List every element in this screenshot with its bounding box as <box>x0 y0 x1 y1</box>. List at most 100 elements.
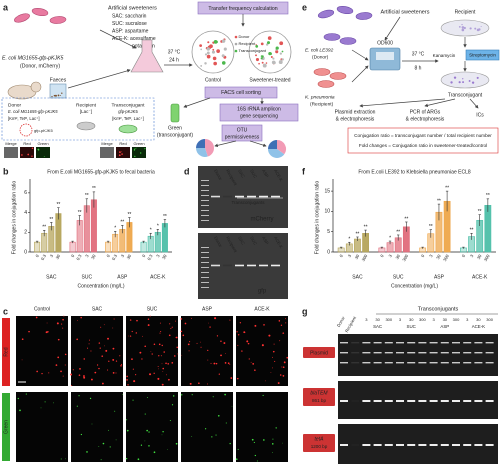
speckle <box>271 443 274 445</box>
speckle <box>28 330 30 333</box>
speckle <box>133 149 136 151</box>
label: OTU <box>237 127 248 133</box>
gel-band <box>474 400 483 402</box>
speckle <box>461 26 465 29</box>
label: Transconjugant <box>112 102 146 108</box>
speckle <box>125 457 128 460</box>
y-tick-label: 4 <box>24 210 27 216</box>
gel-band <box>407 342 416 344</box>
speckle <box>254 369 256 371</box>
connector <box>183 97 211 108</box>
ladder-band <box>201 252 209 253</box>
cell <box>31 7 49 17</box>
label: 1200 bp <box>311 444 328 449</box>
speckle <box>158 368 159 370</box>
speckle <box>198 382 200 385</box>
lane-label: 3 <box>432 317 435 322</box>
x-tick-label: 3 <box>120 253 126 258</box>
legend-swatch <box>234 42 238 46</box>
speckle <box>127 384 129 386</box>
lane-label: ACE-K <box>273 236 284 250</box>
bar <box>105 241 112 253</box>
lane-label: 300 <box>385 317 392 322</box>
speckle <box>458 81 461 84</box>
label: FACS cell sorting <box>221 90 261 96</box>
x-tick-label: 30 <box>354 253 361 260</box>
label: (Recipient) <box>310 101 334 107</box>
speckle <box>148 431 150 433</box>
speckle <box>44 401 46 403</box>
speckle <box>260 57 263 60</box>
speckle <box>265 43 269 46</box>
micrograph <box>181 392 233 462</box>
speckle <box>62 318 64 321</box>
x-tick-label: 0 <box>70 253 76 258</box>
label: Recipient <box>455 9 476 15</box>
lane-label: 30 <box>443 317 448 322</box>
speckle <box>220 340 222 342</box>
speckle <box>148 445 150 447</box>
speckle <box>216 335 219 337</box>
gel-band <box>223 195 232 198</box>
gel-band <box>271 264 280 267</box>
legend-label: SUC <box>393 274 404 280</box>
speckle <box>78 395 80 397</box>
speckle <box>134 148 136 150</box>
gel <box>338 424 498 464</box>
speckle <box>223 342 226 345</box>
speckle <box>172 395 175 397</box>
speckle <box>212 396 214 398</box>
x-tick-label: 0.3 <box>75 253 83 261</box>
speckle <box>161 363 163 365</box>
connector <box>99 29 137 49</box>
significance-label: * <box>150 228 152 234</box>
label: (Donor) <box>312 54 329 60</box>
gel-band <box>362 352 371 354</box>
cell <box>49 16 67 24</box>
micrograph <box>20 147 34 158</box>
label: Artificial sweeteners <box>108 5 157 11</box>
speckle <box>267 36 272 40</box>
speckle <box>114 410 116 412</box>
speckle <box>212 56 217 61</box>
significance-label: ** <box>42 225 46 231</box>
speckle <box>207 349 209 351</box>
speckle <box>131 358 133 361</box>
panel-label: d <box>184 166 190 176</box>
speckle <box>224 361 227 364</box>
speckle <box>146 429 148 432</box>
speckle <box>159 322 161 324</box>
connector <box>214 140 237 148</box>
speckle <box>176 346 178 349</box>
speckle <box>200 346 202 348</box>
label: 8 h <box>415 65 422 71</box>
lane-label: 3 <box>466 317 469 322</box>
gel-band <box>211 195 220 198</box>
speckle <box>175 336 178 339</box>
speckle <box>122 394 124 395</box>
speckle <box>98 342 101 344</box>
legend-label: ACE-K <box>472 274 488 280</box>
speckle <box>63 315 65 317</box>
speckle <box>83 358 85 360</box>
gel-band <box>373 352 382 354</box>
speckle <box>168 378 170 381</box>
speckle <box>279 52 282 55</box>
label: tetA <box>315 436 325 442</box>
speckle <box>275 427 277 429</box>
speckle <box>120 365 122 367</box>
label: Kanamycin <box>433 53 456 58</box>
gel-band <box>362 444 371 446</box>
speckle <box>64 353 67 356</box>
speckle <box>132 368 134 370</box>
speckle <box>476 28 480 32</box>
ladder-band <box>201 215 209 216</box>
panel-label: a <box>3 2 9 12</box>
speckle <box>199 44 203 48</box>
label: [Kmᴿ, Tetᴿ, Lac⁺] <box>112 116 144 121</box>
speckle <box>286 356 289 359</box>
speckle <box>282 374 285 377</box>
speckle <box>250 361 252 363</box>
speckle <box>142 335 143 337</box>
speckle <box>231 405 233 407</box>
